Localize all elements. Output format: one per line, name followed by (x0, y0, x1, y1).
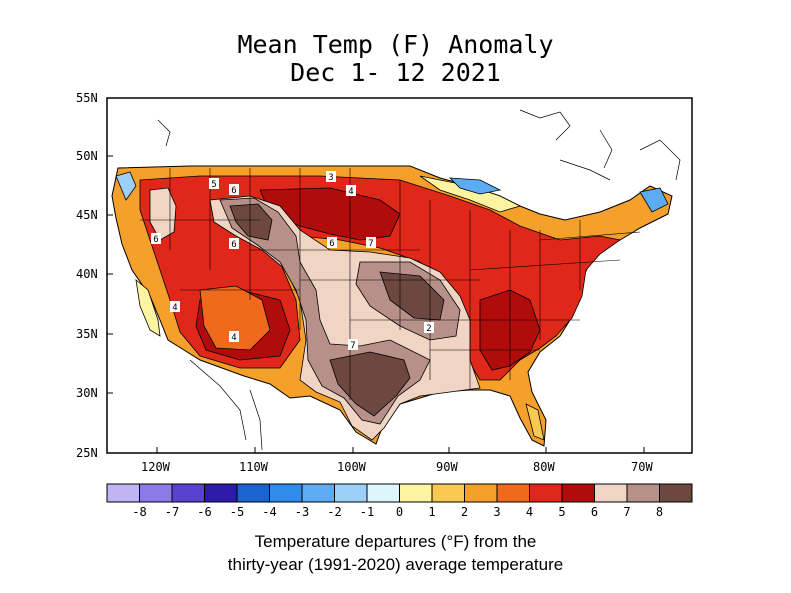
colorbar-tick-label: 4 (525, 505, 534, 519)
colorbar-tick-label: -2 (327, 505, 342, 519)
map-title: Mean Temp (F) Anomaly (237, 30, 554, 59)
colorbar-tick-label: 3 (493, 505, 501, 519)
contour-label: 2 (426, 324, 431, 334)
map-date-range: Dec 1- 12 2021 (290, 58, 501, 87)
lat-label-30n: 30N (76, 386, 98, 400)
caption-line-2: thirty-year (1991-2020) average temperat… (227, 555, 564, 574)
contour-label: 6 (231, 186, 236, 196)
colorbar-swatch (171, 483, 205, 503)
colorbar-swatch (106, 483, 140, 503)
colorbar-swatch (529, 483, 563, 503)
colorbar-tick-label: -6 (197, 505, 212, 519)
lat-label-55n: 55N (76, 91, 98, 105)
lat-label-25n: 25N (76, 446, 98, 460)
colorbar-swatch (236, 483, 270, 503)
lat-label-35n: 35N (76, 327, 98, 341)
contour-label: 7 (350, 341, 355, 351)
lon-label-90w: 90W (436, 460, 458, 474)
colorbar-tick-label: -8 (132, 505, 147, 519)
contour-label: 6 (329, 239, 334, 249)
colorbar (106, 483, 693, 503)
colorbar-tick-label: 2 (460, 505, 469, 519)
colorbar-swatch (399, 483, 433, 503)
contour-label: 7 (368, 239, 373, 249)
colorbar-tick-label: 0 (395, 505, 404, 519)
colorbar-swatch (659, 483, 693, 503)
colorbar-tick-label: -5 (229, 505, 245, 519)
colorbar-tick-label: -7 (164, 505, 180, 519)
colorbar-swatch (496, 483, 530, 503)
plot-frame (106, 97, 693, 454)
contour-label: 4 (231, 333, 236, 343)
map-field (111, 109, 681, 451)
contour-label: 6 (231, 240, 236, 250)
contour-label: 3 (328, 173, 333, 183)
colorbar-swatch (139, 483, 173, 503)
contour-label: 5 (211, 180, 216, 190)
region-anomaly-9-plus (229, 203, 273, 241)
region-anomaly-3-west (199, 285, 271, 351)
colorbar-tick-label: -4 (262, 505, 277, 519)
colorbar-tick-label: -1 (359, 505, 375, 519)
colorbar-swatch (301, 483, 335, 503)
lat-label-50n: 50N (76, 149, 98, 163)
region-anomaly-2-florida (525, 403, 545, 441)
colorbar-swatch (269, 483, 303, 503)
contour-labels: 5 6 3 4 6 6 6 7 4 4 2 7 (151, 171, 434, 351)
lon-label-110w: 110W (239, 460, 268, 474)
lon-label-120w: 120W (141, 460, 170, 474)
colorbar-swatch (366, 483, 400, 503)
colorbar-tick-label: 5 (558, 505, 566, 519)
contour-label: 4 (172, 303, 177, 313)
colorbar-swatch (626, 483, 660, 503)
region-anomaly-7-northwest (149, 187, 177, 241)
colorbar-swatch (561, 483, 595, 503)
coastlines (157, 109, 681, 451)
colorbar-swatch (594, 483, 628, 503)
lon-label-100w: 100W (337, 460, 366, 474)
colorbar-swatch (334, 483, 368, 503)
region-anomaly-neg1-coast (115, 171, 137, 201)
colorbar-tick-label: 8 (655, 505, 664, 519)
colorbar-tick-label: 7 (623, 505, 631, 519)
contour-label: 4 (348, 187, 353, 197)
contour-label: 6 (153, 235, 158, 245)
axis-ticks (107, 97, 645, 453)
colorbar-swatch (204, 483, 238, 503)
caption-line-1: Temperature departures (°F) from the (254, 532, 537, 551)
colorbar-tick-label: 1 (428, 505, 436, 519)
region-anomaly-neg2-maine (639, 187, 669, 213)
colorbar-tick-label: -3 (294, 505, 310, 519)
region-anomaly-1-pacific (135, 279, 161, 337)
lat-label-40n: 40N (76, 267, 98, 281)
lon-label-70w: 70W (631, 460, 653, 474)
region-anomaly-neg2-greatlakes (448, 177, 502, 195)
lat-label-45n: 45N (76, 208, 98, 222)
colorbar-swatch (464, 483, 498, 503)
colorbar-swatch (431, 483, 465, 503)
lon-label-80w: 80W (533, 460, 555, 474)
colorbar-tick-label: 6 (590, 505, 599, 519)
